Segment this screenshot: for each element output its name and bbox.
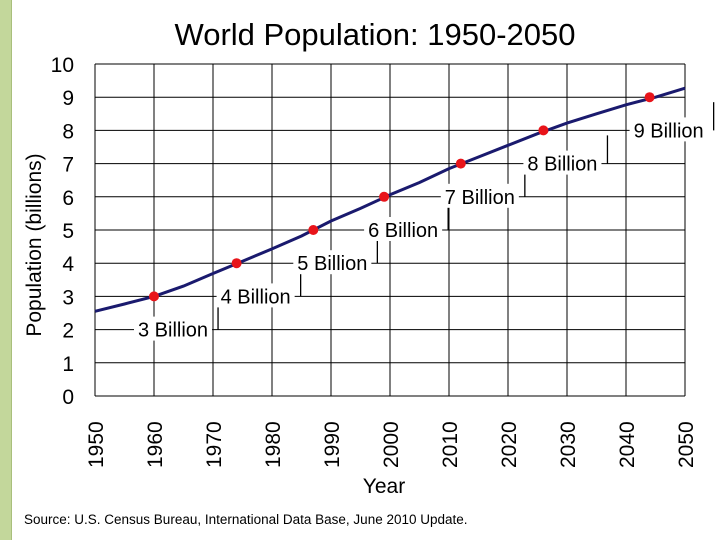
milestone-label-bg <box>216 283 295 308</box>
milestone-marker <box>538 125 549 136</box>
y-tick-label: 3 <box>62 286 74 309</box>
milestone-marker <box>644 92 655 103</box>
x-tick-label: 1950 <box>85 421 108 468</box>
x-tick-label: 2010 <box>439 421 462 468</box>
y-tick-labels: 0 1 2 3 4 5 6 7 8 9 10 <box>51 54 75 409</box>
y-tick-label: 5 <box>62 220 74 243</box>
milestone-label: 4 Billion <box>221 286 291 308</box>
milestone-label: 7 Billion <box>445 187 515 209</box>
x-tick-label: 2030 <box>557 421 580 468</box>
y-tick-label: 0 <box>62 386 74 409</box>
y-tick-label: 9 <box>62 87 74 110</box>
y-axis-label: Population (billions) <box>23 153 46 336</box>
x-tick-label: 2040 <box>616 421 639 468</box>
milestone-label-bg <box>134 316 213 341</box>
y-tick-label: 2 <box>62 320 74 343</box>
chart-title: World Population: 1950-2050 <box>175 17 576 52</box>
milestone-label-bg <box>293 250 372 275</box>
x-tick-label: 1990 <box>321 421 344 468</box>
milestone-marker <box>231 258 242 269</box>
milestone-marker <box>308 225 319 235</box>
milestone-label-bg <box>523 150 602 175</box>
milestone-label-bg <box>629 117 708 142</box>
x-tick-labels: 1950 1960 1970 1980 1990 2000 2010 2020 2030 2040… <box>85 421 698 468</box>
y-tick-label: 7 <box>62 154 74 177</box>
milestone-label: 9 Billion <box>634 120 704 142</box>
milestone-label: 5 Billion <box>297 253 367 275</box>
milestone-markers <box>149 92 655 302</box>
milestone-marker <box>149 291 159 302</box>
y-tick-label: 10 <box>51 54 74 77</box>
x-axis-label: Year <box>363 475 405 498</box>
x-tick-label: 1960 <box>144 421 167 468</box>
x-tick-label: 1970 <box>203 421 226 468</box>
x-tick-label: 2050 <box>675 421 698 468</box>
y-tick-label: 6 <box>62 187 74 210</box>
source-note: Source: U.S. Census Bureau, Internationa… <box>24 512 468 527</box>
population-curve <box>94 86 686 313</box>
milestone-marker <box>379 191 390 202</box>
milestone-label: 3 Billion <box>138 320 208 342</box>
milestone-label-bg <box>364 217 443 241</box>
x-tick-label: 2000 <box>380 421 403 468</box>
side-stripe <box>0 0 11 540</box>
y-tick-label: 1 <box>62 353 74 376</box>
y-tick-label: 4 <box>62 253 74 276</box>
x-tick-label: 2020 <box>498 421 521 468</box>
milestone-label: 8 Billion <box>527 154 597 176</box>
y-tick-label: 8 <box>62 120 74 143</box>
milestone-label: 6 Billion <box>368 220 438 242</box>
x-tick-label: 1980 <box>262 421 285 468</box>
side-stripe-edge <box>11 0 12 540</box>
milestone-marker <box>455 158 466 169</box>
milestone-label-bg <box>440 183 519 208</box>
